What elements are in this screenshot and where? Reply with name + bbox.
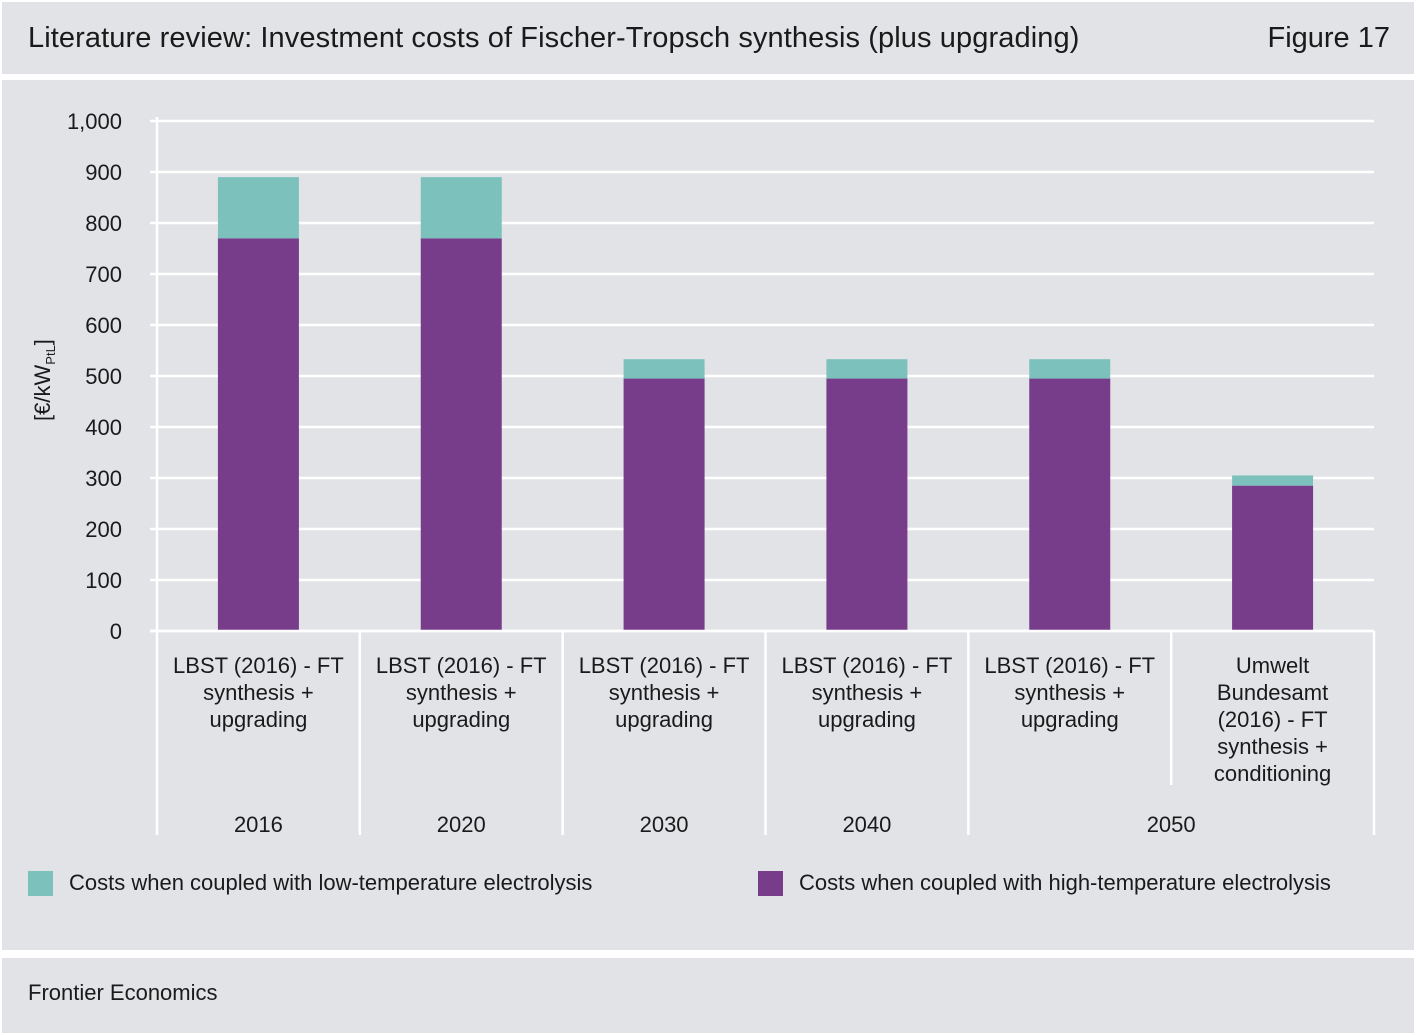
bar-high-temp	[420, 238, 502, 632]
legend-label-high-temp: Costs when coupled with high-temperature…	[799, 870, 1331, 895]
bar-low-temp	[826, 359, 908, 379]
y-tick-label: 100	[85, 568, 122, 593]
bar-high-temp	[1029, 378, 1111, 631]
source-note: Frontier Economics	[28, 980, 218, 1005]
figure-number: Figure 17	[1267, 22, 1390, 54]
legend-swatch-high-temp	[758, 870, 783, 896]
y-tick-label: 600	[85, 313, 122, 338]
bar-low-temp	[420, 177, 502, 239]
stacked-bar-chart: 0 100 200 300 400 500 600 700 800 900 1,000 [€/kWPt…	[30, 109, 1376, 837]
x-group-label: 2016	[234, 812, 283, 837]
x-category-label: LBST (2016) - FT synthesis + upgrading	[376, 653, 547, 732]
bar-low-temp	[217, 177, 299, 239]
legend-item-low-temp: Costs when coupled with low-temperature …	[28, 870, 592, 896]
source-bar: Frontier Economics	[2, 958, 1414, 1033]
x-category-label: LBST (2016) - FT synthesis + upgrading	[173, 653, 344, 732]
y-tick-label: 500	[85, 364, 122, 389]
bar-high-temp	[623, 378, 705, 631]
x-category-label: LBST (2016) - FT synthesis + upgrading	[579, 653, 750, 732]
x-group-label: 2040	[842, 812, 891, 837]
y-tick-label: 1,000	[67, 109, 122, 134]
x-group-label: 2020	[437, 812, 486, 837]
y-tick-label: 200	[85, 517, 122, 542]
bar-low-temp	[623, 359, 705, 379]
y-axis-label: [€/kWPtL]	[30, 339, 58, 421]
x-group-label: 2030	[640, 812, 689, 837]
y-tick-label: 900	[85, 160, 122, 185]
y-tick-label: 0	[110, 619, 122, 644]
title-bar: Literature review: Investment costs of F…	[2, 2, 1414, 74]
legend-swatch-low-temp	[28, 870, 53, 896]
bar-high-temp	[1232, 485, 1314, 631]
chart-panel: 0 100 200 300 400 500 600 700 800 900 1,000 [€/kWPt…	[2, 80, 1414, 950]
legend-item-high-temp: Costs when coupled with high-temperature…	[758, 870, 1331, 896]
y-tick-label: 700	[85, 262, 122, 287]
x-category-label: LBST (2016) - FT synthesis + upgrading	[782, 653, 953, 732]
legend-label-low-temp: Costs when coupled with low-temperature …	[69, 870, 593, 895]
bar-low-temp	[1029, 359, 1111, 379]
bar-high-temp	[826, 378, 908, 631]
y-tick-label: 400	[85, 415, 122, 440]
x-category-label: LBST (2016) - FT synthesis + upgrading	[984, 653, 1155, 732]
bar-low-temp	[1232, 475, 1314, 486]
bar-high-temp	[217, 238, 299, 632]
x-group-label: 2050	[1147, 812, 1196, 837]
chart-title: Literature review: Investment costs of F…	[28, 22, 1080, 54]
y-tick-label: 300	[85, 466, 122, 491]
y-tick-label: 800	[85, 211, 122, 236]
x-category-label: Umwelt Bundesamt (2016) - FT synthesis + con…	[1214, 653, 1331, 786]
